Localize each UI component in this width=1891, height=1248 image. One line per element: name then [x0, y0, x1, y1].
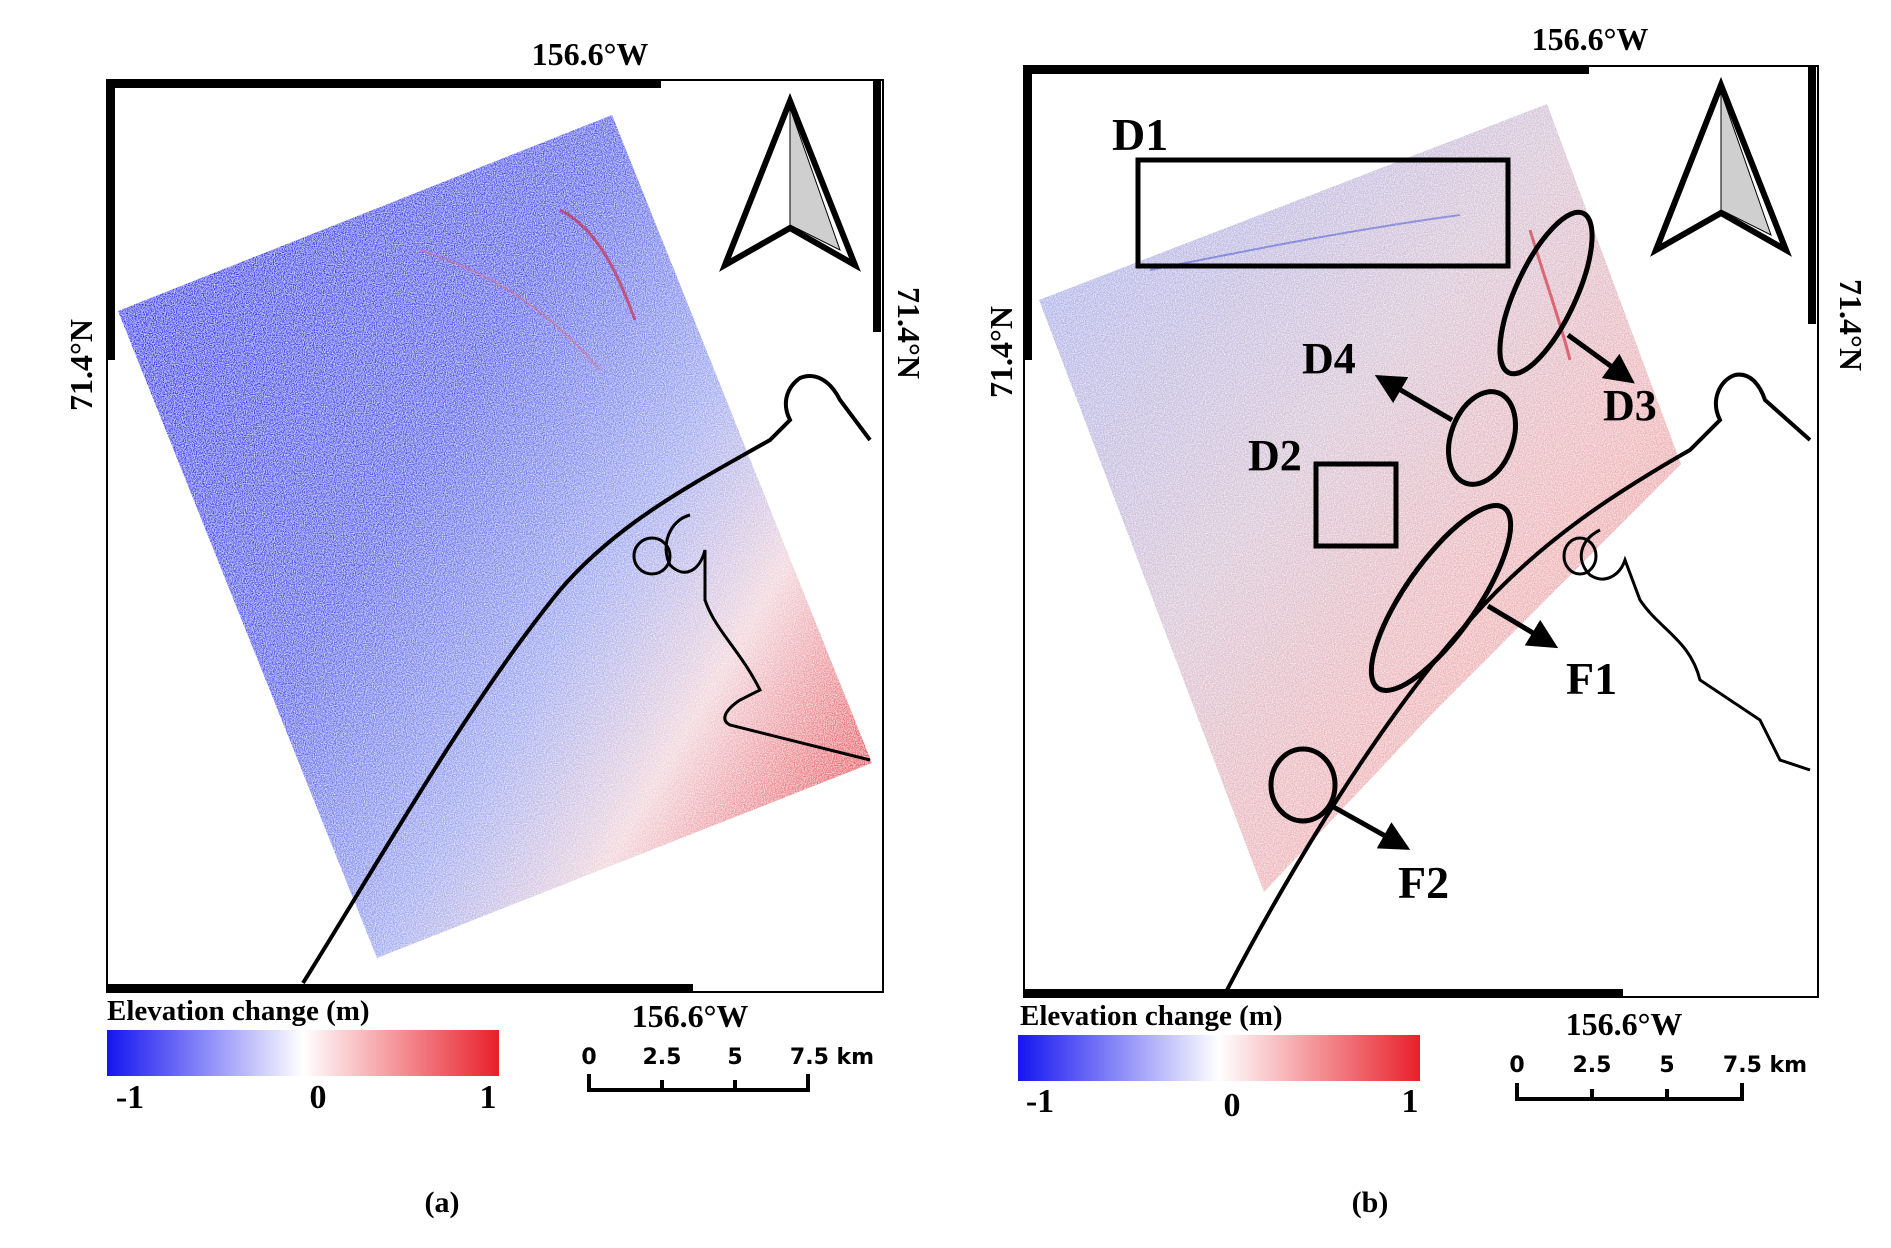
- scalebar-a: 0 2.5 5 7.5 km: [581, 1045, 874, 1092]
- legend-title-b: Elevation change (m): [1020, 1000, 1283, 1032]
- scalebar-tick-2-a: 5: [727, 1045, 742, 1070]
- frame-bottom-bar-b: [1024, 989, 1623, 997]
- annotation-f2-label: F2: [1398, 857, 1449, 908]
- legend-max-label-a: 1: [480, 1079, 497, 1116]
- annotation-f1-label: F1: [1566, 653, 1617, 704]
- scalebar-b: 0 2.5 5 7.5 km: [1509, 1053, 1807, 1101]
- legend-min-label-b: -1: [1026, 1083, 1054, 1120]
- north-arrow-b: [1650, 76, 1792, 257]
- legend-mid-label-b: 0: [1224, 1087, 1241, 1124]
- coastline-a: [301, 374, 872, 985]
- scalebar-tick-3-b: 7.5 km: [1723, 1053, 1807, 1078]
- annotation-d1-label: D1: [1112, 109, 1168, 160]
- frame-left-bar-b: [1024, 66, 1032, 360]
- scalebar-tick-0-b: 0: [1509, 1053, 1524, 1078]
- frame-top-bar-a: [107, 80, 661, 88]
- lagoon-b: [1579, 528, 1811, 772]
- frame-left-bar-a: [107, 80, 115, 360]
- frame-right-bar-b: [1808, 66, 1816, 324]
- annotation-f1: F1: [1368, 503, 1617, 704]
- panel-caption-a: (a): [425, 1186, 460, 1219]
- legend-mid-label-a: 0: [310, 1079, 327, 1116]
- bottom-longitude-b: 156.6°W: [1566, 1006, 1683, 1042]
- frame-right-bar-a: [873, 80, 881, 332]
- right-latitude-a: 71.4°N: [891, 287, 927, 379]
- bottom-longitude-a: 156.6°W: [632, 998, 749, 1034]
- legend-colorbar-b: [1018, 1035, 1420, 1081]
- annotation-d2-label: D2: [1248, 431, 1302, 480]
- island-b: [1562, 536, 1598, 576]
- panel-caption-b: (b): [1352, 1186, 1389, 1219]
- scalebar-tick-0-a: 0: [581, 1045, 596, 1070]
- legend-title-a: Elevation change (m): [107, 995, 370, 1027]
- scalebar-tick-1-b: 2.5: [1573, 1053, 1612, 1078]
- panel-a: 156.6°W 156.6°W 71.4°N 71.4°N Elevation …: [63, 36, 927, 1219]
- panel-b: D1 D2 D3 D4 F1 F2 156.6°W 156.6°W: [983, 21, 1869, 1219]
- frame-bottom-bar-a: [107, 984, 693, 992]
- annotation-d4-label: D4: [1302, 334, 1356, 383]
- top-longitude-b: 156.6°W: [1532, 21, 1649, 57]
- scalebar-tick-3-a: 7.5 km: [790, 1045, 874, 1070]
- annotation-d4: D4: [1302, 334, 1518, 487]
- frame-top-bar-b: [1024, 66, 1589, 74]
- annotation-d3: D3: [1497, 209, 1657, 430]
- annotation-d3-label: D3: [1603, 381, 1657, 430]
- annotation-d1: D1: [1112, 109, 1511, 269]
- left-latitude-b: 71.4°N: [983, 306, 1019, 398]
- annotation-d2: D2: [1248, 431, 1399, 549]
- island-a: [632, 536, 672, 576]
- legend-max-label-b: 1: [1402, 1083, 1419, 1120]
- legend-colorbar-a: [107, 1030, 499, 1076]
- legend-min-label-a: -1: [116, 1079, 144, 1116]
- right-latitude-b: 71.4°N: [1833, 279, 1869, 371]
- coastline-b: [1225, 372, 1812, 991]
- lagoon-a: [664, 513, 871, 762]
- scalebar-tick-1-a: 2.5: [643, 1045, 682, 1070]
- left-latitude-a: 71.4°N: [63, 319, 99, 411]
- north-arrow-a: [719, 92, 861, 272]
- annotation-f2: F2: [1268, 746, 1449, 908]
- scalebar-tick-2-b: 5: [1659, 1053, 1674, 1078]
- top-longitude-a: 156.6°W: [532, 36, 649, 72]
